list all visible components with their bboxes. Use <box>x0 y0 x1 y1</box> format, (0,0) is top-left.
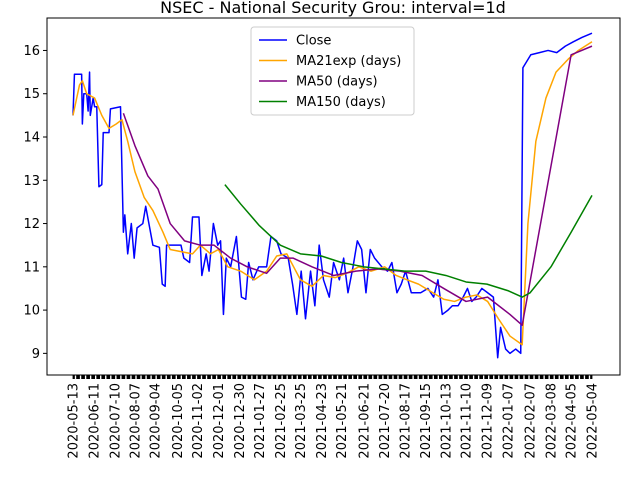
legend-item-ma50-days: MA50 (days) <box>259 75 378 90</box>
y-tick-label: 15 <box>23 87 40 102</box>
x-tick-label: 2021-08-17 <box>398 383 413 459</box>
y-tick-label: 14 <box>23 131 40 146</box>
x-tick-label: 2022-03-08 <box>545 383 560 459</box>
y-tick-label: 11 <box>23 260 40 275</box>
legend-label: MA21exp (days) <box>296 54 401 69</box>
x-tick-label: 2021-10-13 <box>439 383 454 459</box>
y-tick-label: 16 <box>23 44 40 59</box>
legend-item-close: Close <box>259 34 331 49</box>
x-tick-label: 2020-09-04 <box>149 383 164 459</box>
x-tick-label: 2021-06-21 <box>357 383 372 459</box>
legend: Close MA21exp (days) MA50 (days) MA150 (day… <box>250 26 415 116</box>
x-tick-label: 2020-08-07 <box>128 383 143 459</box>
x-tick-label: 2021-09-15 <box>419 383 434 459</box>
x-minor-ticks <box>72 375 593 379</box>
legend-box <box>250 26 415 116</box>
legend-item-ma21exp-days: MA21exp (days) <box>259 54 401 69</box>
x-tick-label: 2020-11-02 <box>191 383 206 459</box>
x-tick-label: 2022-02-07 <box>524 383 539 459</box>
series-line-ma150-days <box>224 184 593 298</box>
x-tick-label: 2020-05-13 <box>67 383 82 459</box>
y-tick-label: 12 <box>23 217 40 232</box>
legend-label: MA150 (days) <box>296 95 386 110</box>
x-tick-marks <box>72 375 593 379</box>
series-line-ma50-days <box>122 45 593 326</box>
x-axis: 2020-05-13 2020-06-11 2020-07-10 2020-08-07… <box>67 375 601 459</box>
legend-item-ma150-days: MA150 (days) <box>259 95 386 110</box>
x-tick-label: 2020-07-10 <box>108 383 123 459</box>
chart-title: NSEC - National Security Grou: interval=… <box>160 0 506 17</box>
x-tick-label: 2021-05-21 <box>335 383 350 459</box>
x-tick-label: 2022-04-05 <box>565 383 580 459</box>
series-line-ma21exp-days <box>72 41 593 346</box>
x-tick-label: 2020-10-05 <box>171 383 186 459</box>
y-tick-label: 13 <box>23 174 40 189</box>
series-layer <box>72 32 593 359</box>
x-tick-label: 2021-04-23 <box>315 383 330 459</box>
x-tick-label: 2020-12-01 <box>212 383 227 459</box>
x-tick-label: 2020-06-11 <box>87 383 102 459</box>
x-tick-label: 2020-12-30 <box>233 383 248 459</box>
x-tick-label: 2021-02-25 <box>274 383 289 459</box>
x-tick-label: 2021-11-10 <box>460 383 475 459</box>
legend-label: MA50 (days) <box>296 75 378 90</box>
x-tick-label: 2022-01-07 <box>501 383 516 459</box>
legend-label: Close <box>296 34 331 49</box>
x-tick-label: 2021-01-27 <box>253 383 268 459</box>
x-tick-label: 2021-07-20 <box>378 383 393 459</box>
y-axis: 9 10 11 12 13 14 15 16 <box>23 44 47 362</box>
x-tick-label: 2021-12-09 <box>480 383 495 459</box>
y-tick-label: 9 <box>32 347 40 362</box>
x-tick-label: 2022-05-04 <box>586 383 601 459</box>
y-tick-label: 10 <box>23 304 40 319</box>
x-tick-label: 2021-03-25 <box>294 383 309 459</box>
